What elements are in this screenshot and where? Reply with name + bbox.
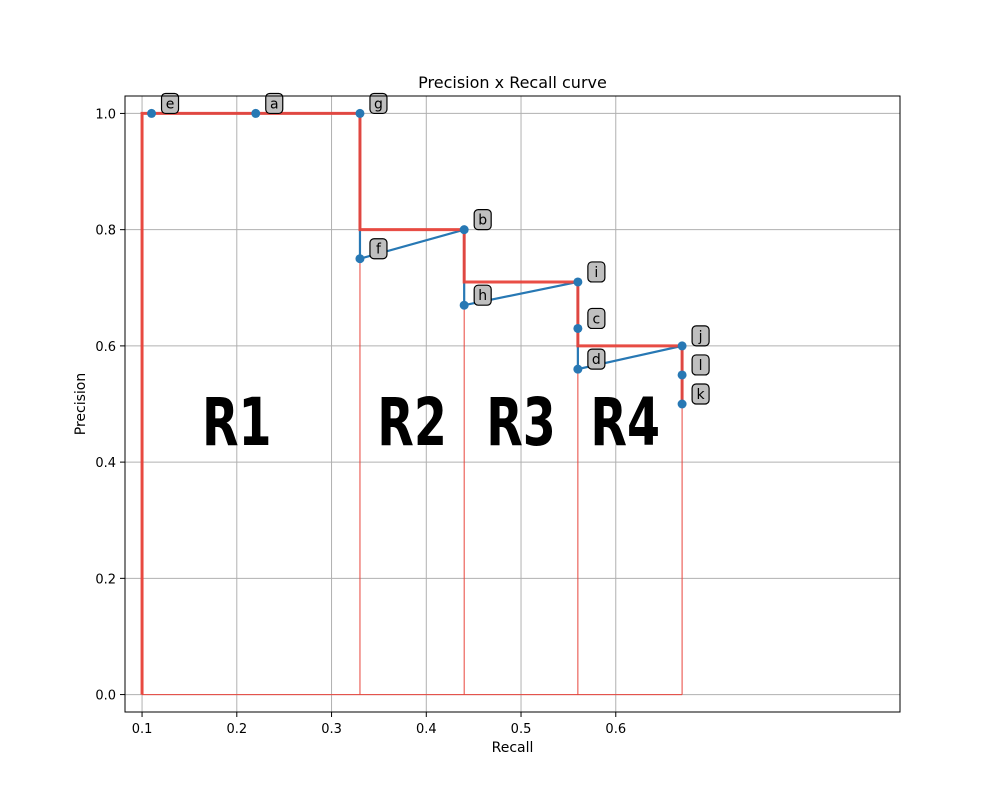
interpolated-precision-line bbox=[140, 111, 684, 695]
x-axis-label: Recall bbox=[492, 740, 534, 756]
y-tick-label: 1.0 bbox=[95, 107, 116, 122]
region-labels: R1 R2 R3 R4 bbox=[202, 384, 660, 461]
envelope bbox=[140, 111, 684, 695]
point-label-box bbox=[160, 92, 180, 115]
data-point bbox=[459, 225, 469, 235]
x-tick-label: 0.6 bbox=[605, 722, 626, 737]
point-label-text: i bbox=[594, 265, 598, 281]
point-label: l bbox=[691, 354, 710, 376]
point-label-text: l bbox=[699, 358, 703, 374]
region-label: R4 bbox=[590, 384, 660, 461]
x-axis-ticks: 0.1 0.2 0.3 0.4 0.5 0.6 bbox=[132, 712, 626, 737]
point-label-box bbox=[691, 383, 710, 405]
point-label-text: g bbox=[374, 96, 383, 112]
data-point bbox=[573, 277, 583, 287]
data-point bbox=[355, 108, 365, 118]
point-label: b bbox=[473, 209, 492, 231]
point-label-text: e bbox=[166, 96, 175, 112]
point-label: e bbox=[160, 92, 180, 115]
point-labels: e a g f b h i c d jlk bbox=[160, 92, 710, 405]
point-label-box bbox=[473, 209, 492, 231]
y-tick-label: 0.6 bbox=[95, 340, 116, 355]
point-label: k bbox=[691, 383, 710, 405]
y-tick-label: 0.8 bbox=[95, 224, 116, 239]
point-label: i bbox=[587, 261, 606, 283]
point-label-box bbox=[587, 307, 606, 330]
plot-frame bbox=[124, 95, 901, 713]
point-label: j bbox=[691, 325, 710, 347]
point-label-box bbox=[369, 92, 388, 115]
point-label-box bbox=[369, 238, 388, 260]
y-axis-ticks: 0.0 0.2 0.4 0.6 0.8 1.0 bbox=[95, 107, 125, 704]
point-label-box bbox=[587, 348, 606, 370]
x-tick-label: 0.1 bbox=[132, 722, 153, 737]
point-label-text: h bbox=[478, 288, 487, 304]
y-tick-label: 0.0 bbox=[95, 689, 116, 704]
region-label: R3 bbox=[486, 384, 556, 461]
point-label-text: b bbox=[478, 213, 487, 229]
point-label-text: j bbox=[698, 329, 703, 345]
data-point bbox=[677, 399, 687, 409]
point-label-text: k bbox=[697, 387, 706, 403]
point-label-box bbox=[473, 284, 492, 306]
point-label-text: d bbox=[592, 352, 601, 368]
y-tick-label: 0.2 bbox=[95, 572, 116, 587]
point-label-box bbox=[691, 325, 710, 347]
data-point bbox=[355, 254, 365, 264]
x-tick-label: 0.4 bbox=[416, 722, 437, 737]
region-label: R2 bbox=[377, 384, 447, 461]
data-point bbox=[459, 300, 469, 310]
region-label: R1 bbox=[202, 384, 272, 461]
x-tick-label: 0.2 bbox=[226, 722, 247, 737]
y-tick-label: 0.4 bbox=[95, 456, 116, 471]
data-point bbox=[251, 108, 261, 118]
x-tick-label: 0.5 bbox=[511, 722, 532, 737]
chart-title: Precision x Recall curve bbox=[418, 73, 607, 92]
point-label: h bbox=[473, 284, 492, 306]
point-label-box bbox=[265, 92, 284, 115]
point-label: g bbox=[369, 92, 388, 115]
point-label-box bbox=[691, 354, 710, 376]
point-label-text: c bbox=[593, 311, 601, 327]
x-tick-label: 0.3 bbox=[321, 722, 342, 737]
point-label-text: f bbox=[376, 242, 382, 258]
data-point bbox=[677, 341, 687, 351]
point-label: c bbox=[587, 307, 606, 330]
point-label: a bbox=[265, 92, 284, 115]
point-label: d bbox=[587, 348, 606, 370]
data-point bbox=[677, 370, 687, 380]
point-label: f bbox=[369, 238, 388, 260]
data-point bbox=[147, 108, 157, 118]
points bbox=[147, 108, 687, 409]
point-label-text: a bbox=[270, 96, 279, 112]
data-point bbox=[573, 364, 583, 374]
point-label-box bbox=[587, 261, 606, 283]
y-axis-label: Precision bbox=[73, 373, 89, 435]
data-point bbox=[573, 323, 583, 333]
